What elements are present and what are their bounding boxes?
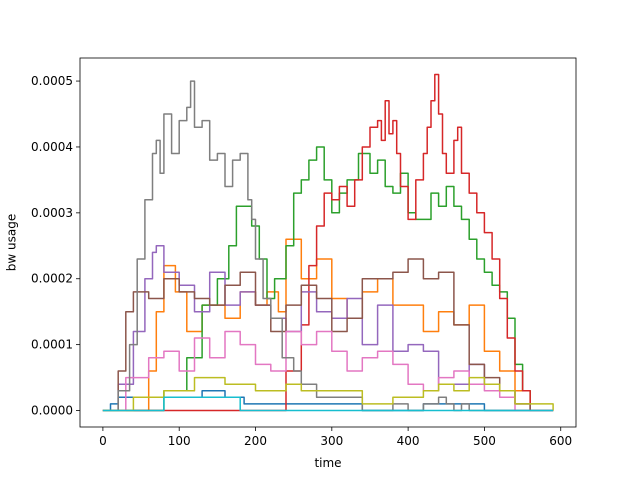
x-axis-ticks: 0 100 200 300 400 500 600 xyxy=(99,427,572,448)
series-line-10 xyxy=(102,396,554,412)
x-axis-label: time xyxy=(314,456,341,470)
y-tick-label: 0.0005 xyxy=(31,74,73,88)
series-line-9 xyxy=(102,376,554,412)
x-tick-label: 500 xyxy=(473,434,496,448)
y-axis-ticks: 0.0000 0.0001 0.0002 0.0003 0.0004 0.0005 xyxy=(31,74,80,418)
series-line-6 xyxy=(102,258,554,412)
y-tick-label: 0.0001 xyxy=(31,338,73,352)
x-tick-label: 600 xyxy=(549,434,572,448)
x-tick-label: 400 xyxy=(397,434,420,448)
series-line-7 xyxy=(102,330,554,412)
y-tick-label: 0.0003 xyxy=(31,206,73,220)
x-tick-label: 300 xyxy=(320,434,343,448)
series-line-3 xyxy=(102,146,554,412)
y-axis-label: bw usage xyxy=(5,214,19,271)
series-layer xyxy=(102,73,554,412)
x-tick-label: 100 xyxy=(168,434,191,448)
x-tick-label: 0 xyxy=(99,434,107,448)
series-line-4 xyxy=(102,73,554,412)
x-tick-label: 200 xyxy=(244,434,267,448)
y-tick-label: 0.0002 xyxy=(31,272,73,286)
y-tick-label: 0.0000 xyxy=(31,404,73,418)
plot-frame xyxy=(79,57,577,428)
y-tick-label: 0.0004 xyxy=(31,140,73,154)
series-line-8 xyxy=(102,80,554,412)
